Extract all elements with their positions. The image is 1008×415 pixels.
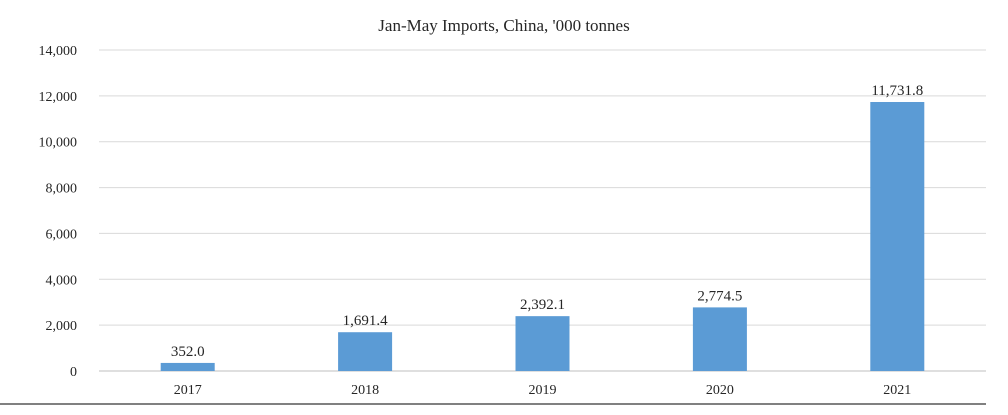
y-tick-label: 12,000	[39, 90, 78, 105]
x-tick-label: 2021	[883, 383, 911, 398]
chart-title: Jan-May Imports, China, '000 tonnes	[378, 16, 629, 35]
bar-data-label: 2,774.5	[697, 288, 742, 304]
x-axis-tick-labels: 2017 2018 2019 2020 2021	[174, 383, 912, 398]
x-tick-label: 2018	[351, 383, 379, 398]
bar	[338, 332, 393, 371]
y-tick-label: 10,000	[39, 136, 78, 151]
bar-data-label: 1,691.4	[343, 313, 389, 329]
x-tick-label: 2017	[174, 383, 202, 398]
y-tick-label: 14,000	[39, 44, 78, 59]
bar-data-label: 2,392.1	[520, 297, 565, 313]
bars	[160, 102, 925, 371]
y-tick-label: 8,000	[46, 182, 78, 197]
y-tick-label: 2,000	[46, 319, 78, 334]
gridlines	[99, 49, 986, 372]
x-tick-label: 2020	[706, 383, 734, 398]
bar	[515, 316, 570, 371]
x-tick-label: 2019	[529, 383, 557, 398]
bar-data-label: 11,731.8	[871, 83, 923, 99]
bar	[160, 362, 215, 371]
bar	[692, 307, 747, 371]
y-axis-tick-labels: 0 2,000 4,000 6,000 8,000 10,000 12,000 14,000	[39, 44, 78, 380]
y-tick-label: 6,000	[46, 227, 78, 242]
y-tick-label: 4,000	[46, 273, 78, 288]
data-labels: 352.0 1,691.4 2,392.1 2,774.5 11,731.8	[171, 83, 923, 360]
y-tick-label: 0	[70, 365, 77, 380]
bar-data-label: 352.0	[171, 344, 205, 360]
bar	[870, 102, 925, 371]
